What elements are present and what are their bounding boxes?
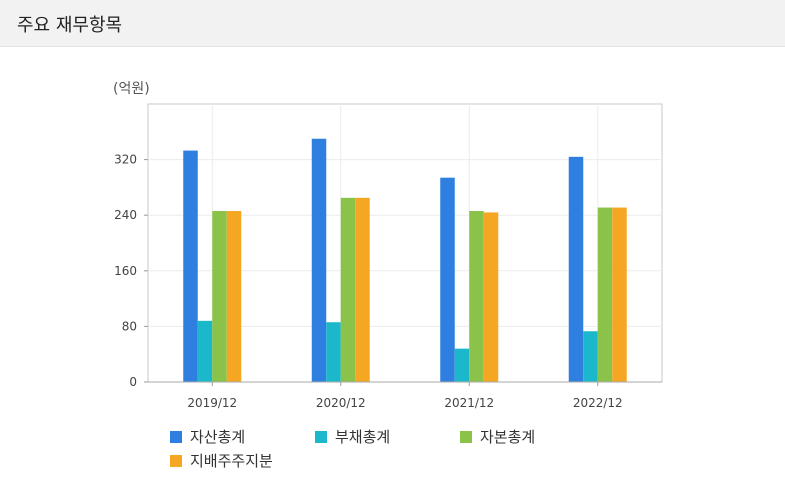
legend-item: 부채총계 (315, 426, 390, 447)
bar-4-4 (612, 207, 627, 382)
bar-1-1 (183, 150, 198, 382)
bar-3-2 (340, 197, 356, 382)
y-tick-label: 80 (122, 319, 137, 333)
bar-1-2 (311, 138, 327, 382)
y-tick-label: 0 (129, 375, 137, 389)
legend-item: 자본총계 (460, 426, 535, 447)
bar-2-3 (454, 348, 470, 382)
legend-label: 자산총계 (190, 428, 246, 446)
section-title: 주요 재무항목 (17, 15, 123, 36)
y-tick-label: 160 (114, 264, 137, 278)
legend-swatch (170, 454, 182, 467)
bar-4-3 (483, 212, 499, 382)
bar-1-3 (440, 177, 455, 382)
bar-2-2 (326, 322, 341, 382)
y-axis-unit-label: (억원) (113, 81, 150, 97)
legend-swatch (315, 430, 327, 443)
x-tick-label: 2021/12 (444, 396, 494, 410)
section-header: 주요 재무항목 (0, 0, 785, 47)
bar-3-1 (212, 211, 227, 382)
bar-3-4 (597, 207, 613, 382)
legend-label: 자본총계 (480, 428, 536, 446)
bar-1-4 (568, 156, 584, 382)
bar-4-2 (355, 197, 370, 382)
x-tick-label: 2020/12 (316, 396, 366, 410)
y-tick-label: 320 (114, 153, 137, 167)
legend-item: 지배주주지분 (170, 450, 273, 471)
legend-swatch (170, 430, 182, 443)
legend-item: 자산총계 (170, 426, 245, 447)
bar-4-1 (226, 211, 242, 382)
y-tick-label: 240 (114, 208, 137, 222)
bar-2-1 (197, 320, 213, 382)
legend-swatch (460, 430, 472, 443)
x-tick-label: 2019/12 (187, 396, 237, 410)
legend-label: 부채총계 (335, 428, 391, 446)
bar-2-4 (583, 331, 598, 382)
x-tick-label: 2022/12 (573, 396, 623, 410)
bar-3-3 (469, 211, 484, 382)
legend-label: 지배주주지분 (190, 452, 273, 470)
